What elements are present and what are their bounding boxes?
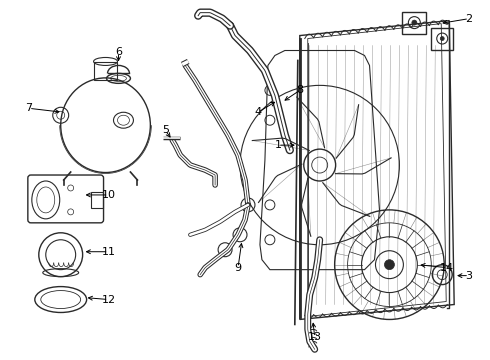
Text: 8: 8 (296, 85, 303, 95)
Text: 3: 3 (466, 271, 473, 281)
Text: 9: 9 (234, 263, 242, 273)
Bar (94, 62, 118, 80)
Text: 7: 7 (25, 103, 32, 113)
Text: 13: 13 (308, 332, 322, 342)
Text: 2: 2 (466, 14, 473, 24)
Text: 4: 4 (254, 107, 262, 117)
Text: 11: 11 (101, 247, 116, 257)
Text: 5: 5 (162, 125, 169, 135)
Circle shape (385, 260, 394, 270)
Circle shape (412, 20, 417, 25)
Text: 10: 10 (101, 190, 116, 200)
Text: 6: 6 (115, 48, 122, 58)
Text: 1: 1 (274, 140, 281, 150)
Text: 12: 12 (101, 294, 116, 305)
Bar (91, 192, 102, 208)
Text: 14: 14 (440, 263, 454, 273)
Circle shape (440, 37, 444, 41)
